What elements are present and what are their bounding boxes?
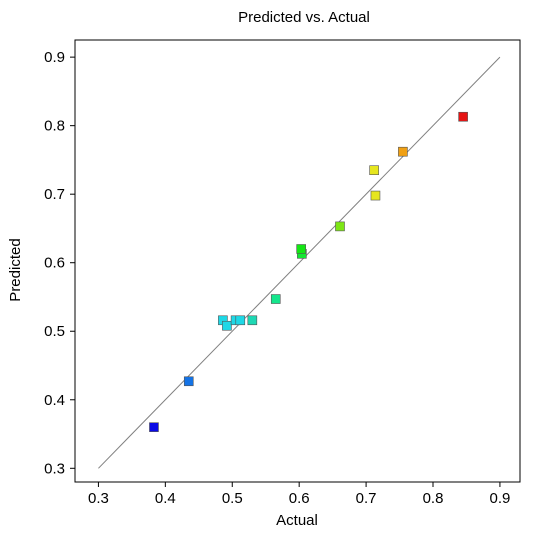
chart-title: Predicted vs. Actual [238, 9, 370, 26]
data-point [149, 422, 159, 432]
y-tick-label: 0.9 [44, 49, 65, 66]
y-tick-label: 0.7 [44, 186, 65, 203]
y-tick-label: 0.4 [44, 392, 65, 409]
data-point [183, 376, 194, 387]
reference-line [98, 56, 501, 469]
x-tick-label: 0.5 [222, 490, 243, 507]
x-tick-label: 0.8 [423, 490, 444, 507]
x-tick-label: 0.4 [155, 490, 176, 507]
x-tick-label: 0.6 [289, 490, 310, 507]
data-point [458, 111, 468, 122]
data-point [235, 315, 246, 326]
data-point [369, 165, 379, 176]
x-axis-label: Actual [276, 512, 318, 529]
x-tick-label: 0.3 [88, 490, 109, 507]
y-tick-label: 0.3 [44, 460, 65, 477]
x-tick-label: 0.9 [489, 490, 510, 507]
data-point [370, 190, 381, 201]
plot-area [74, 39, 521, 483]
data-point [270, 294, 281, 304]
x-tick-label: 0.7 [356, 490, 377, 507]
data-point [398, 146, 408, 157]
y-tick-label: 0.8 [44, 118, 65, 135]
y-tick-label: 0.5 [44, 323, 65, 340]
y-tick-label: 0.6 [44, 255, 65, 272]
data-point [335, 221, 345, 232]
data-point [222, 320, 232, 331]
data-point [296, 244, 306, 254]
data-point [247, 315, 258, 326]
y-axis-label: Predicted [7, 238, 24, 301]
